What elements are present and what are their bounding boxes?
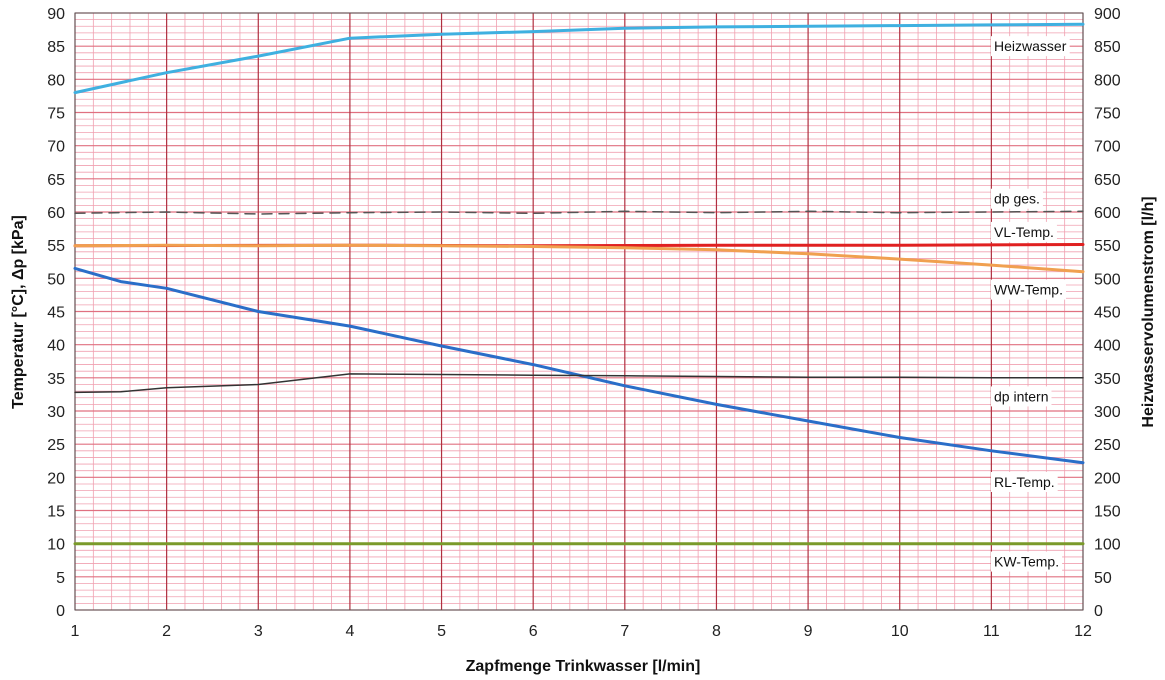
y-tick-label: 5 (56, 570, 65, 587)
series-label: RL-Temp. (994, 474, 1055, 490)
series-label: WW-Temp. (994, 282, 1063, 298)
y-tick-label: 10 (47, 537, 65, 554)
series-label-background (991, 471, 1058, 492)
y2-tick-label: 450 (1094, 305, 1121, 322)
series-labels: Heizwasser dp ges. VL-Temp. WW-Temp. dp inte… (991, 36, 1070, 572)
y-tick-label: 25 (47, 437, 65, 454)
y2-tick-label: 250 (1094, 437, 1121, 454)
series-line-ww-temp (73, 243, 1085, 274)
y2-tick-label: 600 (1094, 205, 1121, 222)
y-tick-label: 80 (47, 72, 65, 89)
series-line-dp-intern (74, 373, 1084, 394)
series-label-background (991, 36, 1070, 57)
y2-tick-label: 0 (1094, 603, 1103, 620)
y2-tick-label: 100 (1094, 537, 1121, 554)
y2-tick-label: 400 (1094, 338, 1121, 355)
x-tick-label: 11 (983, 623, 1000, 640)
series-label: KW-Temp. (994, 554, 1059, 570)
y2-axis-label: Heizwasservolumenstrom [l/h] (1140, 196, 1157, 427)
y-tick-label: 70 (47, 139, 65, 156)
series-line-heizwasser (73, 22, 1085, 95)
series-label: dp ges. (994, 191, 1040, 207)
x-tick-label: 8 (712, 623, 721, 640)
y-tick-label: 55 (47, 238, 65, 255)
series-label-background (991, 188, 1043, 209)
y2-tick-label: 800 (1094, 72, 1121, 89)
x-tick-label: 4 (345, 623, 354, 640)
x-axis-ticks: 1 2 3 4 5 6 7 8 9 10 11 12 (71, 623, 1092, 640)
series-label-background (991, 551, 1063, 572)
y-tick-label: 15 (47, 504, 65, 521)
y2-tick-label: 650 (1094, 172, 1121, 189)
series-label: dp intern (994, 388, 1048, 404)
series-label-background (991, 386, 1052, 407)
y-tick-label: 40 (47, 338, 65, 355)
y2-tick-label: 300 (1094, 404, 1121, 421)
plot-frame (74, 12, 1084, 611)
y2-tick-label: 500 (1094, 271, 1121, 288)
y-tick-label: 45 (47, 305, 65, 322)
series-line-dp-ges (74, 210, 1084, 215)
x-tick-label: 9 (804, 623, 813, 640)
series-label: Heizwasser (994, 38, 1067, 54)
x-tick-label: 6 (529, 623, 538, 640)
series-lines (73, 22, 1085, 546)
y-tick-label: 20 (47, 470, 65, 487)
x-tick-label: 2 (162, 623, 171, 640)
y-tick-label: 50 (47, 271, 65, 288)
y2-tick-label: 850 (1094, 39, 1121, 56)
x-tick-label: 1 (71, 623, 80, 640)
y-tick-label: 60 (47, 205, 65, 222)
y2-tick-label: 50 (1094, 570, 1112, 587)
x-tick-label: 3 (254, 623, 263, 640)
x-tick-label: 7 (620, 623, 629, 640)
y2-axis-ticks: 0 50 100 150 200 250 300 350 400 450 500 550 600 650 7… (1094, 6, 1121, 620)
y2-tick-label: 150 (1094, 504, 1121, 521)
y-tick-label: 75 (47, 106, 65, 123)
y2-tick-label: 750 (1094, 106, 1121, 123)
x-tick-label: 5 (437, 623, 446, 640)
y-tick-label: 65 (47, 172, 65, 189)
y-tick-label: 0 (56, 603, 65, 620)
y-tick-label: 35 (47, 371, 65, 388)
y2-tick-label: 900 (1094, 6, 1121, 23)
series-label-background (991, 221, 1057, 242)
y-tick-label: 30 (47, 404, 65, 421)
y-tick-label: 85 (47, 39, 65, 56)
y-axis-label: Temperatur [°C], Δp [kPa] (10, 215, 27, 409)
x-tick-label: 12 (1074, 623, 1092, 640)
y-tick-label: 90 (47, 6, 65, 23)
y2-tick-label: 550 (1094, 238, 1121, 255)
y2-tick-label: 700 (1094, 139, 1121, 156)
y2-tick-label: 200 (1094, 470, 1121, 487)
series-label-background (991, 279, 1066, 300)
x-tick-label: 10 (891, 623, 909, 640)
y-axis-ticks: 0 5 10 15 20 25 30 35 40 45 50 55 60 65 70 75 80 85 90 (47, 6, 65, 620)
grid (74, 12, 1084, 611)
plot-border (74, 12, 1084, 611)
x-axis-label: Zapfmenge Trinkwasser [l/min] (466, 658, 701, 675)
series-label: VL-Temp. (994, 224, 1054, 240)
y2-tick-label: 350 (1094, 371, 1121, 388)
series-line-rl-temp (73, 266, 1085, 465)
